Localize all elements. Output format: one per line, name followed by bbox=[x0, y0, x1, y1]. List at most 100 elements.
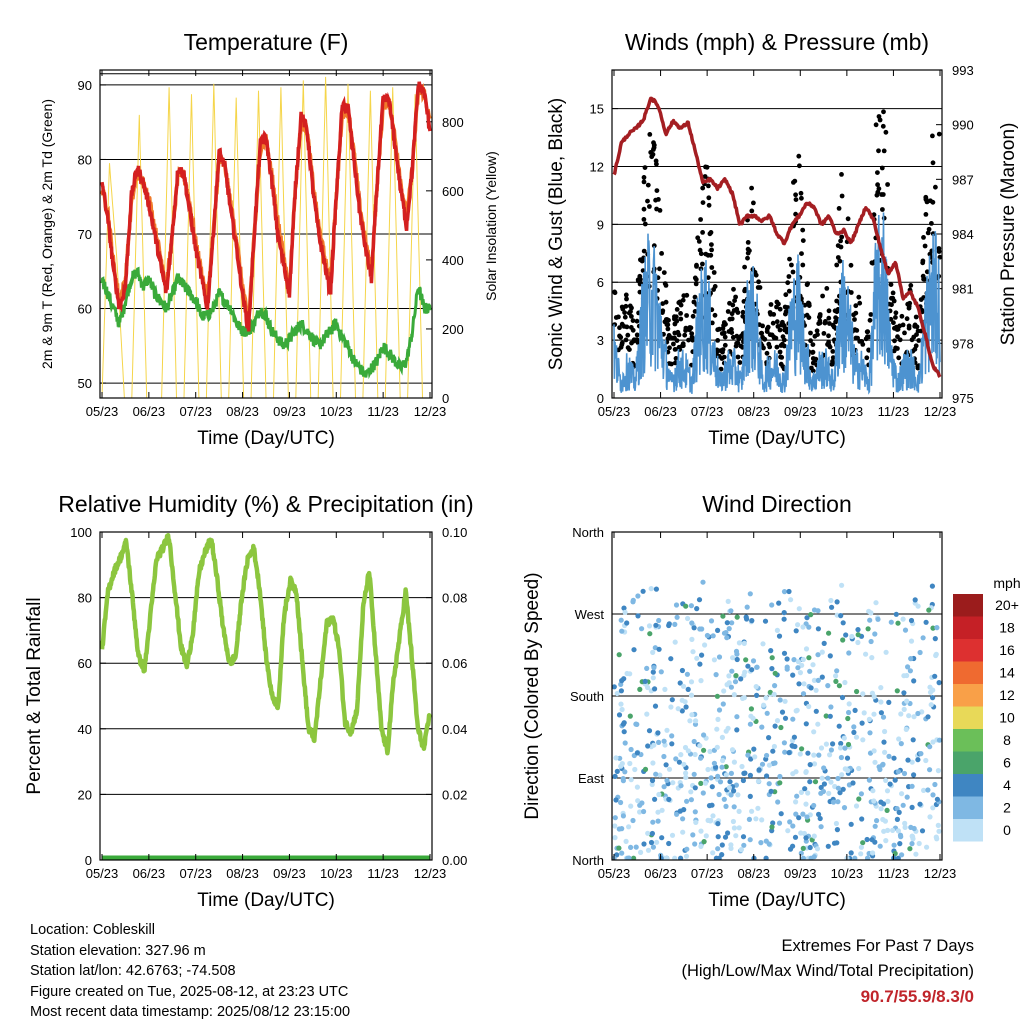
direction-point bbox=[655, 730, 661, 736]
gust-point bbox=[825, 342, 830, 347]
direction-point bbox=[935, 768, 942, 774]
direction-point bbox=[736, 808, 742, 815]
direction-point bbox=[769, 602, 775, 608]
gust-point bbox=[908, 283, 914, 288]
direction-point bbox=[763, 695, 769, 701]
gust-point bbox=[624, 296, 629, 302]
direction-point bbox=[882, 728, 888, 735]
gust-point bbox=[778, 354, 783, 360]
direction-point bbox=[621, 605, 627, 611]
direction-point bbox=[689, 620, 695, 626]
direction-point bbox=[878, 710, 885, 716]
direction-point bbox=[715, 627, 721, 634]
direction-point bbox=[871, 694, 877, 700]
direction-point bbox=[826, 790, 832, 797]
gust-point bbox=[745, 250, 751, 256]
direction-point bbox=[682, 744, 689, 751]
x-tick-label: 05/23 bbox=[86, 866, 119, 881]
gust-point bbox=[612, 290, 618, 296]
gust-point bbox=[808, 330, 813, 336]
direction-point bbox=[901, 690, 907, 696]
extremes-values: 90.7/55.9/8.3/0 bbox=[860, 987, 974, 1006]
direction-point bbox=[827, 752, 833, 758]
direction-point bbox=[622, 740, 628, 746]
direction-point bbox=[726, 673, 732, 679]
x-tick-label: 06/23 bbox=[133, 866, 166, 881]
gust-point bbox=[661, 270, 667, 275]
y2-tick-label: 400 bbox=[442, 253, 464, 268]
direction-point bbox=[930, 625, 936, 631]
direction-point bbox=[650, 844, 657, 850]
x-tick-label: 10/23 bbox=[831, 866, 864, 881]
gust-point bbox=[732, 298, 737, 303]
direction-point bbox=[891, 755, 897, 761]
x-tick-label: 07/23 bbox=[179, 866, 212, 881]
direction-point bbox=[668, 656, 674, 662]
direction-point bbox=[612, 684, 617, 690]
direction-point bbox=[767, 689, 773, 695]
gust-point bbox=[875, 170, 880, 176]
x-tick-label: 11/23 bbox=[878, 866, 910, 881]
gust-point bbox=[641, 179, 647, 185]
direction-point bbox=[649, 777, 656, 784]
direction-point bbox=[747, 721, 754, 727]
direction-point bbox=[815, 608, 821, 614]
x-tick-label: 05/23 bbox=[86, 404, 119, 419]
direction-point bbox=[678, 783, 684, 789]
gust-point bbox=[735, 354, 741, 360]
direction-point bbox=[800, 811, 806, 817]
direction-point bbox=[729, 747, 736, 753]
direction-point bbox=[640, 588, 646, 594]
direction-point bbox=[826, 630, 832, 636]
direction-point bbox=[778, 724, 784, 731]
gust-point bbox=[656, 197, 661, 202]
gust-point bbox=[933, 184, 938, 190]
direction-point bbox=[659, 807, 665, 813]
direction-point bbox=[874, 818, 880, 824]
direction-point bbox=[618, 701, 624, 707]
direction-point bbox=[933, 651, 939, 657]
direction-point bbox=[669, 733, 675, 739]
direction-point bbox=[867, 730, 873, 736]
direction-point bbox=[666, 621, 672, 627]
direction-point bbox=[845, 768, 851, 774]
x-axis-label: Time (Day/UTC) bbox=[197, 428, 335, 449]
direction-point bbox=[768, 648, 774, 654]
direction-point bbox=[820, 788, 827, 795]
direction-points bbox=[612, 579, 942, 860]
direction-point bbox=[741, 842, 747, 848]
direction-point bbox=[884, 788, 891, 794]
gust-point bbox=[734, 333, 740, 339]
direction-point bbox=[650, 649, 656, 656]
gust-point bbox=[797, 163, 802, 169]
gust-point bbox=[722, 334, 728, 340]
gust-point bbox=[855, 335, 860, 341]
gust-point bbox=[647, 204, 652, 209]
x-tick-label: 12/23 bbox=[924, 866, 957, 881]
y-tick-label: South bbox=[570, 689, 604, 704]
gust-point bbox=[726, 329, 732, 334]
direction-point bbox=[840, 786, 846, 792]
direction-point bbox=[616, 712, 623, 718]
direction-point bbox=[860, 737, 866, 743]
direction-point bbox=[843, 632, 849, 638]
direction-point bbox=[898, 711, 904, 717]
x-tick-label: 05/23 bbox=[598, 404, 631, 419]
direction-point bbox=[786, 588, 792, 595]
gust-point bbox=[635, 278, 641, 284]
gust-point bbox=[912, 322, 918, 328]
gust-point bbox=[641, 206, 647, 212]
direction-point bbox=[842, 679, 848, 686]
gust-point bbox=[802, 302, 808, 308]
direction-point bbox=[895, 620, 901, 626]
direction-point bbox=[698, 755, 704, 761]
gust-point bbox=[764, 326, 770, 332]
direction-point bbox=[650, 760, 656, 766]
direction-point bbox=[848, 850, 854, 856]
gust-point bbox=[711, 270, 717, 275]
direction-point bbox=[934, 796, 941, 802]
direction-point bbox=[808, 612, 814, 618]
y2-tick-label: 993 bbox=[952, 63, 974, 78]
direction-point bbox=[852, 707, 858, 714]
gust-point bbox=[789, 262, 794, 268]
